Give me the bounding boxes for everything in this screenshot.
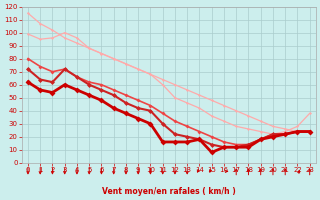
X-axis label: Vent moyen/en rafales ( km/h ): Vent moyen/en rafales ( km/h ) <box>102 187 236 196</box>
